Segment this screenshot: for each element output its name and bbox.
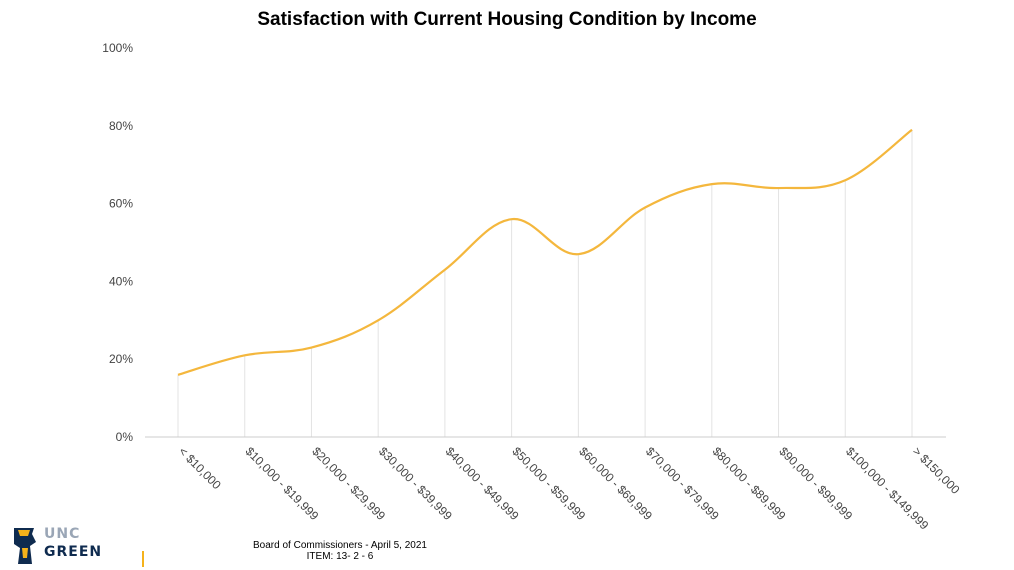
footer-line-1: Board of Commissioners - April 5, 2021 — [253, 540, 427, 551]
footer-line-2: ITEM: 13- 2 - 6 — [306, 551, 374, 562]
logo-text-green: GREEN — [44, 544, 103, 560]
y-axis-ticks: 0% 20% 40% 60% 80% 100% — [102, 41, 133, 444]
x-tick-label: > $150,000 — [910, 444, 963, 497]
series-line — [177, 128, 913, 376]
unc-greensboro-logo: UNC GREEN — [10, 524, 150, 568]
y-tick-label: 80% — [109, 119, 133, 133]
x-axis-ticks: < $10,000 $10,000 - $19,999$20,000 - $29,… — [176, 444, 963, 532]
y-tick-label: 60% — [109, 197, 133, 211]
y-tick-label: 0% — [116, 430, 134, 444]
x-tick-label: $50,000 - $59,999 — [510, 444, 589, 523]
x-tick-label: $70,000 - $79,999 — [643, 444, 722, 523]
y-tick-label: 40% — [109, 274, 133, 288]
y-tick-label: 100% — [102, 41, 133, 55]
x-tick-label: $30,000 - $39,999 — [376, 444, 455, 523]
footer-note: Board of Commissioners - April 5, 2021 I… — [230, 540, 450, 562]
logo-text-unc: UNC — [44, 526, 81, 542]
x-tick-label: $20,000 - $29,999 — [309, 444, 388, 523]
spartan-logo-icon — [14, 528, 36, 564]
x-tick-label: $90,000 - $99,999 — [776, 444, 855, 523]
x-tick-label: $40,000 - $49,999 — [443, 444, 522, 523]
logo-accent-bar — [142, 551, 144, 567]
x-tick-label: $80,000 - $89,999 — [710, 444, 789, 523]
x-tick-label: $10,000 - $19,999 — [243, 444, 322, 523]
x-tick-label: $60,000 - $69,999 — [576, 444, 655, 523]
chart-title: Satisfaction with Current Housing Condit… — [257, 9, 757, 30]
x-tick-label: < $10,000 — [176, 444, 224, 492]
y-tick-label: 20% — [109, 352, 133, 366]
drop-lines — [177, 129, 913, 437]
